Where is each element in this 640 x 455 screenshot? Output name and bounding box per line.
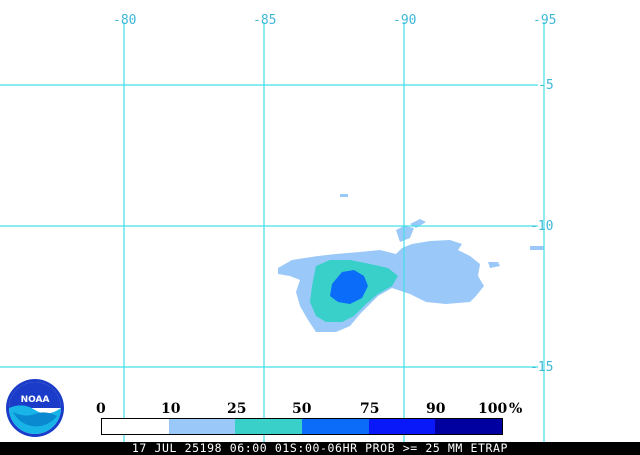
legend-unit-label: %: [509, 401, 523, 417]
latitude-label: -10: [530, 219, 554, 234]
graticule: [0, 22, 545, 442]
legend-scale-label: 50: [292, 401, 312, 417]
prob-10-25-patch: [488, 262, 500, 268]
prob-10-25-patch: [340, 194, 348, 197]
legend-scale-label: 75: [360, 401, 380, 417]
longitude-label: -85: [253, 13, 277, 28]
longitude-label: -95: [533, 13, 557, 28]
legend-scale-label: 90: [426, 401, 446, 417]
noaa-logo-text: NOAA: [21, 395, 50, 405]
legend-swatch-50-75: [302, 419, 369, 434]
legend-swatch-0-10: [102, 419, 169, 434]
legend-swatch-10-25: [168, 419, 236, 434]
legend-swatch-90-100: [435, 419, 503, 434]
legend-scale-label: 0: [96, 401, 106, 417]
noaa-logo: NOAA: [6, 379, 64, 437]
longitude-label: -90: [393, 13, 417, 28]
legend-scale-label: 25: [227, 401, 247, 417]
legend-scale-label: 100: [478, 401, 508, 417]
legend-swatch-25-50: [235, 419, 303, 434]
latitude-label: -5: [538, 78, 554, 93]
longitude-label: -80: [113, 13, 137, 28]
product-caption: 17 JUL 25198 06:00 01S:00-06HR PROB >= 2…: [0, 442, 640, 455]
prob-10-25-patch: [410, 219, 426, 228]
probability-shading: [278, 194, 544, 332]
prob-10-25-patch: [396, 226, 414, 242]
legend-color-bar: [101, 418, 503, 435]
legend-swatch-75-90: [368, 419, 436, 434]
prob-10-25-patch: [530, 246, 544, 250]
latitude-label: -15: [530, 360, 554, 375]
prob-50-75-region: [330, 270, 368, 304]
legend-scale-label: 10: [161, 401, 181, 417]
